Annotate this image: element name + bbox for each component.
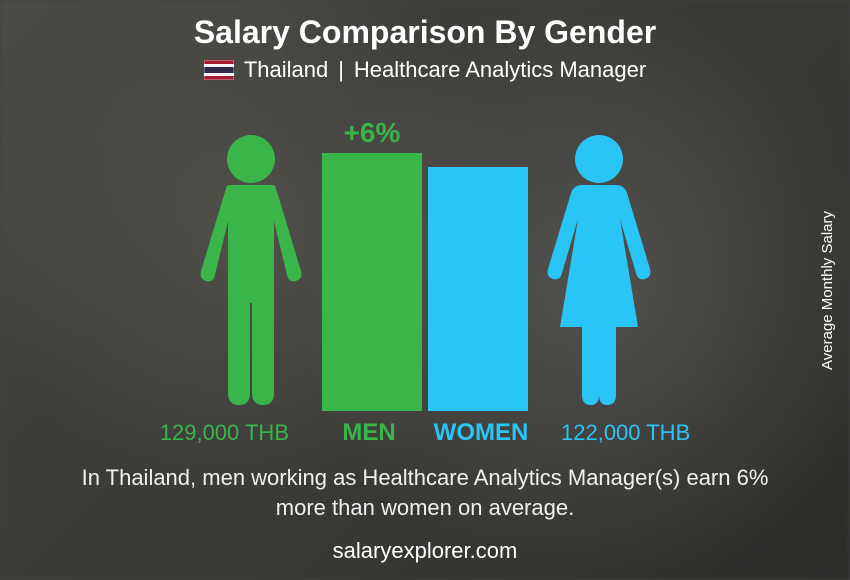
men-bar-column: +6% (322, 117, 422, 411)
women-bar-column (428, 167, 528, 411)
subtitle-row: Thailand | Healthcare Analytics Manager (0, 57, 850, 83)
percent-difference-label: +6% (344, 117, 401, 149)
side-axis-label: Average Monthly Salary (819, 211, 836, 370)
women-bar (428, 167, 528, 411)
subtitle-country: Thailand (244, 57, 328, 83)
man-icon (186, 131, 316, 411)
page-title: Salary Comparison By Gender (0, 0, 850, 51)
labels-row: 129,000 THB MEN WOMEN 122,000 THB (75, 419, 775, 447)
site-credit: salaryexplorer.com (0, 538, 850, 564)
gender-comparison-chart: +6% (85, 101, 765, 411)
women-salary-value: 122,000 THB (543, 420, 775, 446)
subtitle-separator: | (338, 57, 344, 83)
male-figure (186, 131, 316, 411)
infographic-content: Salary Comparison By Gender Thailand | H… (0, 0, 850, 580)
men-salary-value: 129,000 THB (75, 420, 307, 446)
female-figure (534, 131, 664, 411)
woman-icon (534, 131, 664, 411)
subtitle-role: Healthcare Analytics Manager (354, 57, 646, 83)
women-label: WOMEN (431, 419, 531, 447)
men-bar (322, 153, 422, 411)
description-text: In Thailand, men working as Healthcare A… (55, 463, 795, 522)
side-axis-label-wrap: Average Monthly Salary (812, 0, 842, 580)
thailand-flag-icon (204, 60, 234, 80)
men-label: MEN (319, 419, 419, 447)
